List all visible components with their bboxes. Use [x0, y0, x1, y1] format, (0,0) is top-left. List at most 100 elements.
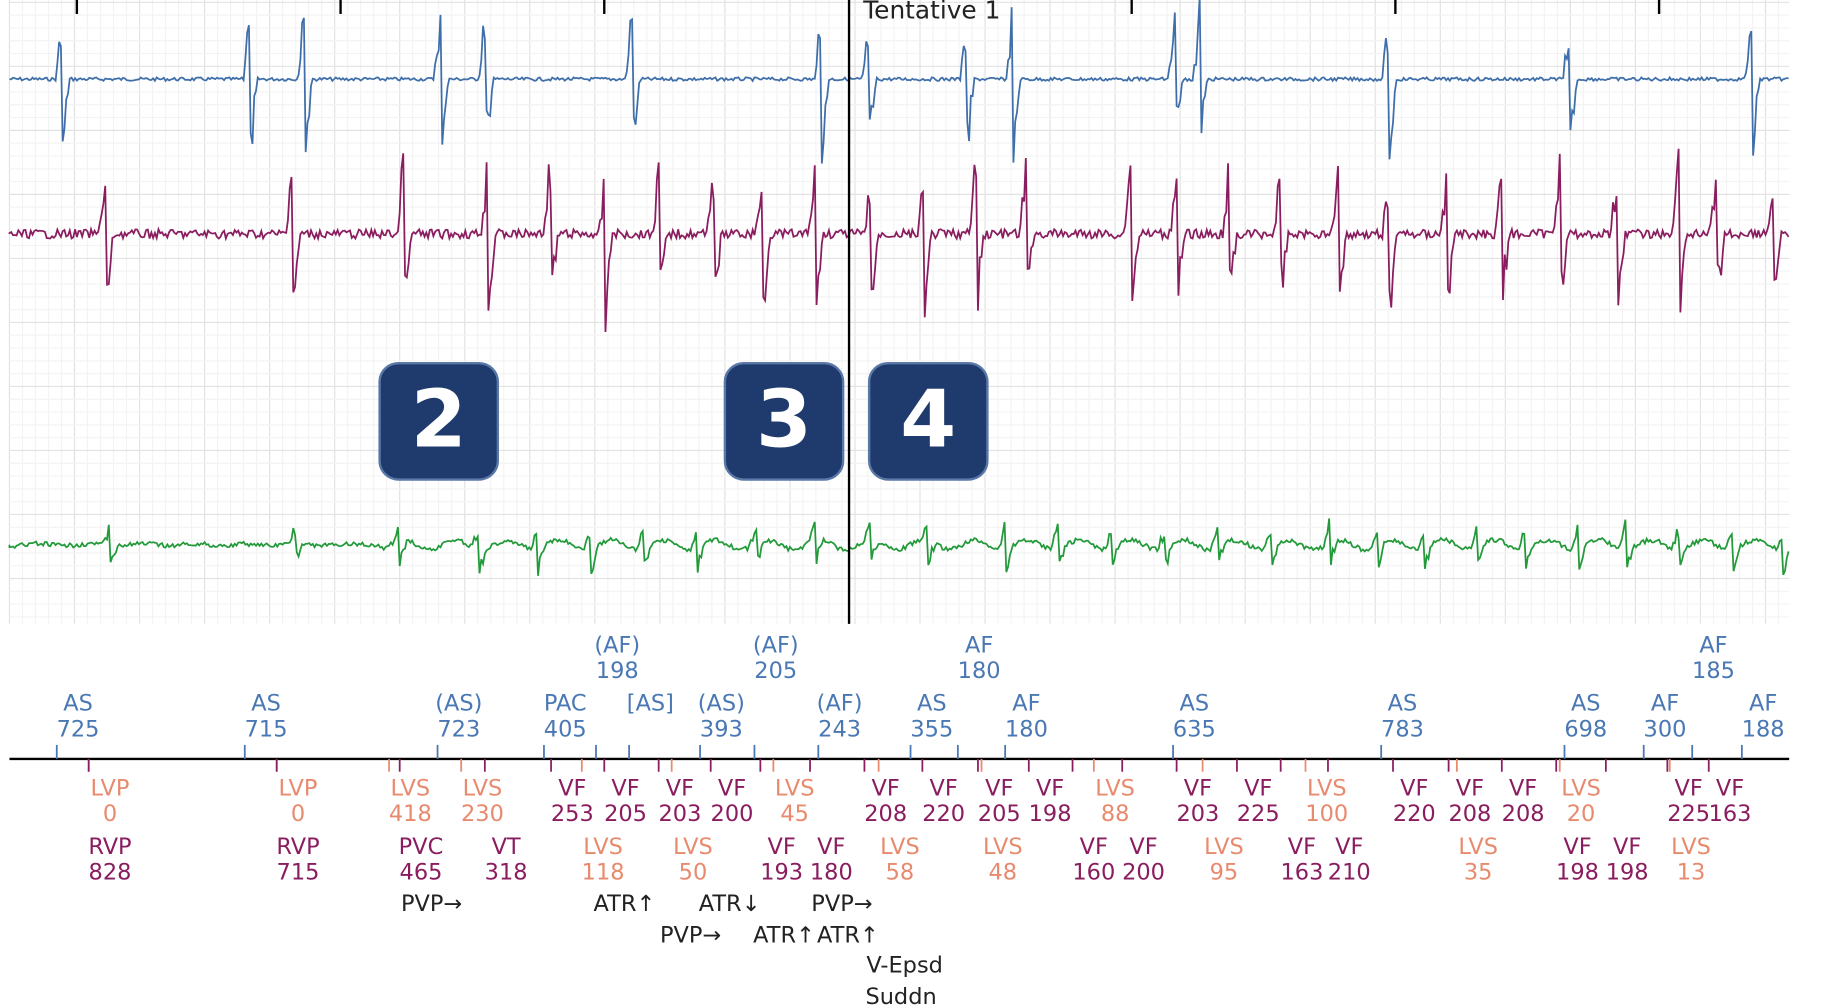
marker-label: VF	[1080, 834, 1108, 860]
marker-value: 635	[1173, 716, 1216, 742]
annotation: ATR↑	[817, 922, 879, 948]
marker-value: 828	[89, 860, 132, 886]
marker-label: VF	[768, 834, 796, 860]
marker-value: 180	[1005, 716, 1048, 742]
marker-label: AS	[63, 691, 93, 717]
marker-value: 95	[1210, 860, 1239, 886]
marker-value: 393	[700, 716, 743, 742]
badge-label: 2	[411, 373, 467, 465]
marker-label: AF	[1749, 691, 1777, 717]
marker-value: 180	[810, 860, 853, 886]
marker-label: LVS	[1458, 834, 1498, 860]
marker-label: LVS	[1204, 834, 1244, 860]
marker-label: VF	[930, 776, 958, 802]
marker-value: 405	[544, 716, 587, 742]
marker-label: VF	[1335, 834, 1363, 860]
marker-label: VF	[718, 776, 746, 802]
marker-label: AF	[1012, 691, 1040, 717]
marker-label: LVS	[463, 776, 503, 802]
annotation: ATR↑	[753, 922, 815, 948]
marker-label: PVC	[399, 834, 444, 860]
marker-value: 160	[1072, 860, 1115, 886]
badge-label: 3	[756, 373, 812, 465]
marker-label: VF	[1129, 834, 1157, 860]
marker-value: 783	[1381, 716, 1424, 742]
marker-value: 418	[389, 801, 432, 827]
marker-value: 253	[551, 801, 594, 827]
marker-label: VF	[1563, 834, 1591, 860]
marker-value: 180	[958, 658, 1001, 684]
marker-label: VF	[1036, 776, 1064, 802]
marker-value: 200	[711, 801, 754, 827]
marker-value: 58	[886, 860, 915, 886]
marker-label: VF	[666, 776, 694, 802]
marker-label: (AF)	[594, 633, 640, 659]
marker-value: 205	[604, 801, 647, 827]
markers: (AF)198(AF)205AF180AF185AS725AS715(AS)72…	[55, 633, 1785, 1008]
marker-value: 0	[291, 801, 305, 827]
marker-value: 220	[922, 801, 965, 827]
marker-value: 200	[1122, 860, 1165, 886]
marker-value: 465	[400, 860, 443, 886]
marker-label: LVS	[583, 834, 623, 860]
marker-value: 725	[57, 716, 100, 742]
marker-value: 225	[1667, 801, 1710, 827]
marker-value: 88	[1101, 801, 1130, 827]
marker-value: 208	[1502, 801, 1545, 827]
annotation: Suddn	[865, 984, 936, 1008]
marker-label: LVS	[775, 776, 815, 802]
step-badge[interactable]: 2	[378, 361, 500, 481]
badge-label: 4	[900, 373, 956, 465]
marker-label: VF	[872, 776, 900, 802]
marker-value: 203	[1176, 801, 1219, 827]
marker-label: [AS]	[627, 691, 674, 717]
marker-label: VF	[1509, 776, 1537, 802]
marker-label: VF	[611, 776, 639, 802]
marker-value: 100	[1305, 801, 1348, 827]
marker-label: LVS	[1095, 776, 1135, 802]
marker-value: 193	[760, 860, 803, 886]
marker-label: VF	[985, 776, 1013, 802]
marker-value: 230	[461, 801, 504, 827]
marker-value: 163	[1709, 801, 1752, 827]
marker-value: 355	[910, 716, 953, 742]
badge-box	[723, 361, 845, 481]
badge-box	[378, 361, 500, 481]
marker-value: 45	[780, 801, 809, 827]
marker-label: AS	[1180, 691, 1210, 717]
marker-label: LVS	[1561, 776, 1601, 802]
marker-label: VF	[1184, 776, 1212, 802]
marker-label: LVS	[880, 834, 920, 860]
marker-value: 163	[1281, 860, 1324, 886]
marker-value: 50	[679, 860, 708, 886]
marker-label: (AS)	[435, 691, 482, 717]
marker-value: 188	[1742, 716, 1785, 742]
cursor-title: Tentative 1	[862, 0, 1000, 25]
marker-value: 208	[864, 801, 907, 827]
annotation: V-Epsd	[866, 953, 943, 979]
marker-value: 715	[277, 860, 320, 886]
annotation: PVP→	[401, 891, 462, 917]
marker-label: VF	[558, 776, 586, 802]
marker-label: RVP	[276, 834, 319, 860]
marker-label: VF	[1675, 776, 1703, 802]
marker-value: 198	[1606, 860, 1649, 886]
marker-value: 300	[1644, 716, 1687, 742]
step-badge[interactable]: 4	[867, 361, 989, 481]
marker-label: AS	[917, 691, 947, 717]
marker-value: 220	[1393, 801, 1436, 827]
marker-value: 198	[1029, 801, 1072, 827]
waveform	[8, 148, 1790, 333]
marker-label: LVP	[90, 776, 129, 802]
marker-value: 185	[1692, 658, 1735, 684]
marker-value: 698	[1564, 716, 1607, 742]
marker-value: 723	[437, 716, 480, 742]
marker-label: VF	[1716, 776, 1744, 802]
marker-label: VF	[1613, 834, 1641, 860]
marker-value: 20	[1567, 801, 1596, 827]
marker-label: VT	[492, 834, 521, 860]
step-badge[interactable]: 3	[723, 361, 845, 481]
